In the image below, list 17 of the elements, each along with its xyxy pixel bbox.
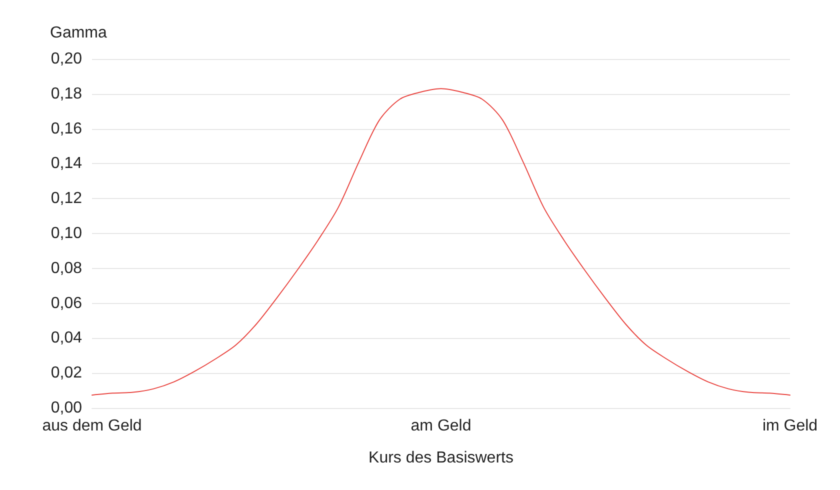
y-tick-label: 0,20: [50, 50, 82, 68]
y-tick-label: 0,12: [50, 190, 82, 208]
y-tick-label: 0,04: [50, 330, 82, 347]
x-tick-label: im Geld: [762, 418, 818, 434]
line-series: [92, 88, 790, 396]
y-tick-label: 0,00: [50, 400, 82, 416]
y-tick-label: 0,10: [50, 225, 82, 242]
x-tick-label: am Geld: [410, 418, 472, 434]
y-tick-label: 0,06: [50, 294, 82, 312]
y-axis-title: Gamma: [50, 24, 107, 42]
y-tick-label: 0,02: [50, 364, 82, 382]
y-tick-label: 0,08: [50, 260, 82, 277]
y-tick-label: 0,18: [50, 85, 82, 102]
y-tick-label: 0,14: [50, 155, 82, 172]
x-tick-label: aus dem Geld: [42, 418, 142, 434]
y-tick-label: 0,16: [50, 120, 82, 138]
x-axis-title: Kurs des Basiswerts: [368, 450, 514, 466]
